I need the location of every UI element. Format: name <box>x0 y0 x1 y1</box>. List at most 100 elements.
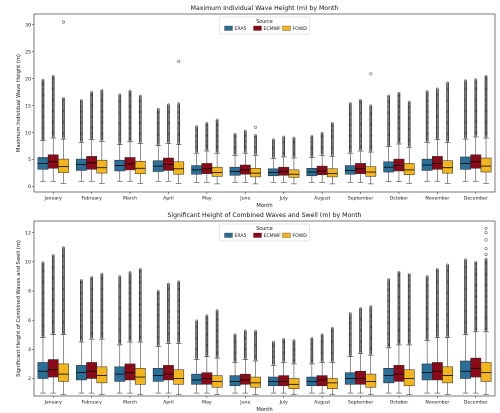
box-iqr <box>480 362 492 382</box>
outlier-point <box>425 91 429 95</box>
outlier-point <box>320 132 324 136</box>
box-iqr <box>344 165 356 175</box>
box-iqr <box>365 166 377 177</box>
box-iqr <box>250 376 261 388</box>
outlier-point <box>80 280 83 283</box>
outlier-point <box>254 134 257 137</box>
outlier-point <box>118 93 122 97</box>
chart-panel-1: Maximum Individual Wave Height (m) by Mo… <box>16 5 496 209</box>
box-fowd-february <box>96 89 108 184</box>
box-iqr <box>152 368 164 382</box>
x-tick-label: July <box>279 400 289 406</box>
outlier-point <box>90 277 93 280</box>
box-fowd-april <box>173 280 185 395</box>
box-iqr <box>403 163 415 175</box>
x-axis-label: Month <box>256 203 272 209</box>
x-tick-label: May <box>202 196 212 202</box>
x-tick-label: June <box>239 196 250 202</box>
y-tick-label: 10 <box>25 130 31 136</box>
outlier-point <box>156 107 160 111</box>
x-tick-label: October <box>390 400 408 406</box>
legend-label-ecmwf: ECMWF <box>264 233 282 239</box>
outlier-point <box>138 269 142 272</box>
outlier-point <box>484 226 488 230</box>
y-tick-label: 5 <box>28 157 31 163</box>
box-era5-july <box>268 138 279 183</box>
outlier-point <box>80 99 83 102</box>
box-fowd-october <box>403 100 415 184</box>
y-tick-label: 20 <box>25 76 31 82</box>
box-iqr <box>134 161 146 174</box>
x-tick-label: February <box>81 400 102 406</box>
box-iqr <box>480 157 492 173</box>
box-ecmwf-june <box>239 329 251 394</box>
legend-label-ecmwf: ECMWF <box>264 26 282 32</box>
x-tick-label: August <box>314 196 330 202</box>
box-ecmwf-august <box>316 333 328 394</box>
x-tick-label: April <box>163 400 174 406</box>
x-tick-label: January <box>43 400 62 406</box>
outlier-point <box>484 76 488 79</box>
x-tick-label: January <box>43 196 62 202</box>
box-iqr <box>134 368 146 385</box>
box-iqr <box>37 362 49 379</box>
x-tick-label: September <box>348 400 374 406</box>
x-tick-label: June <box>239 400 250 406</box>
outlier-point <box>272 139 275 143</box>
box-iqr <box>58 363 69 382</box>
box-ecmwf-february <box>86 276 97 394</box>
box-ecmwf-january <box>47 254 59 394</box>
box-era5-february <box>76 278 87 394</box>
box-era5-october <box>383 94 395 183</box>
legend-label-era5: ERA5 <box>235 26 247 32</box>
box-iqr <box>326 378 338 389</box>
box-iqr <box>432 156 443 170</box>
outlier-point <box>62 98 65 101</box>
outlier-point <box>464 79 467 83</box>
box-fowd-november <box>442 263 453 395</box>
outlier-point <box>177 102 181 106</box>
x-axis-label: Month <box>256 407 272 413</box>
box-fowd-june <box>250 329 261 395</box>
outlier-point <box>41 79 45 83</box>
outlier-point <box>128 89 132 93</box>
box-fowd-september <box>365 72 377 185</box>
outlier-point <box>387 94 391 98</box>
outlier-point <box>118 94 122 98</box>
outlier-point <box>243 129 247 133</box>
box-iqr <box>288 169 300 178</box>
box-ecmwf-september <box>355 98 366 183</box>
x-tick-label: May <box>202 400 212 406</box>
box-ecmwf-december <box>470 261 482 394</box>
outlier-point <box>62 96 65 100</box>
outlier-point <box>320 131 324 135</box>
legend-label-fowd: FOWD <box>293 233 308 239</box>
y-tick-label: 10 <box>25 259 31 265</box>
y-tick-label: 6 <box>28 318 31 324</box>
box-era5-may <box>191 125 203 183</box>
box-era5-september <box>344 312 356 394</box>
box-ecmwf-january <box>47 75 59 182</box>
outlier-point <box>167 104 170 108</box>
box-era5-september <box>344 102 356 183</box>
outlier-point <box>474 79 478 83</box>
y-tick-label: 25 <box>25 49 31 55</box>
box-fowd-may <box>211 309 223 395</box>
box-iqr <box>211 166 223 177</box>
box-iqr <box>470 357 482 378</box>
outlier-point <box>484 238 488 242</box>
outlier-point <box>100 90 104 94</box>
outlier-point <box>464 80 467 84</box>
outlier-point <box>41 78 45 82</box>
box-iqr <box>96 159 108 174</box>
outlier-point <box>397 93 401 96</box>
legend: Source ERA5 ECMWF FOWD <box>219 16 310 35</box>
box-iqr <box>173 369 185 385</box>
outlier-point <box>41 262 45 266</box>
outlier-point <box>446 82 449 86</box>
outlier-point <box>100 89 104 92</box>
x-tick-label: October <box>390 196 408 202</box>
box-iqr <box>239 373 251 385</box>
box-era5-january <box>37 78 49 182</box>
box-fowd-december <box>480 75 492 184</box>
